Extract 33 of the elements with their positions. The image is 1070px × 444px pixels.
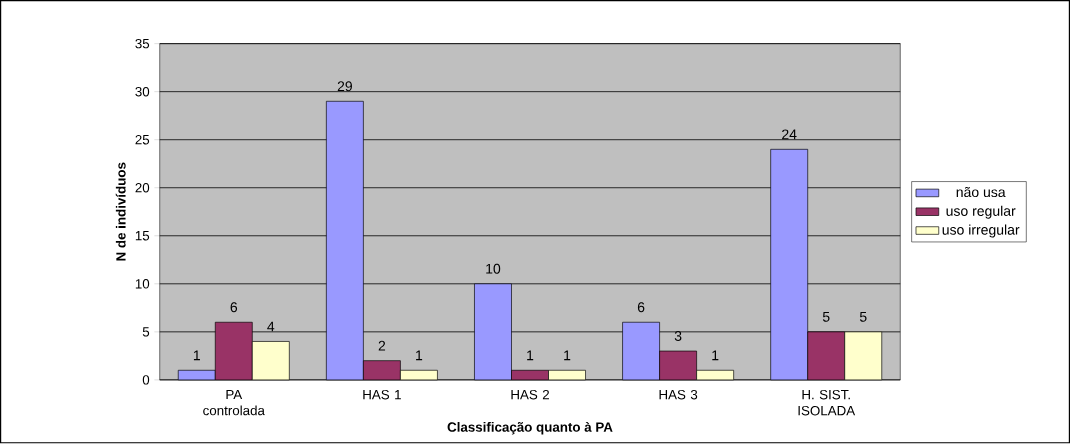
data-label: 3 bbox=[674, 331, 682, 342]
data-label: 1 bbox=[527, 350, 534, 361]
y-tick-label: 20 bbox=[135, 183, 150, 193]
x-tick-label: HAS 1 bbox=[363, 390, 401, 400]
y-tick-label: 15 bbox=[135, 231, 150, 241]
y-tick-label: 10 bbox=[135, 279, 150, 289]
data-label: 1 bbox=[416, 350, 423, 361]
data-label: 10 bbox=[486, 264, 501, 274]
data-label: 2 bbox=[378, 341, 386, 351]
x-axis-title: Classificação quanto à PA bbox=[447, 422, 613, 435]
y-tick-label: 0 bbox=[142, 375, 150, 385]
y-tick-label: 35 bbox=[135, 39, 150, 49]
data-label: 5 bbox=[822, 312, 830, 322]
x-tick-label: PA controlada bbox=[203, 390, 265, 416]
legend-label: uso regular bbox=[946, 205, 1016, 219]
data-label: 6 bbox=[230, 302, 238, 313]
y-tick-label: 5 bbox=[142, 327, 150, 337]
x-tick-label: HAS 2 bbox=[511, 390, 549, 400]
legend-label: não usa bbox=[956, 187, 1006, 198]
x-tick-label: HAS 3 bbox=[659, 390, 698, 400]
data-label: 5 bbox=[859, 312, 867, 322]
data-label: 29 bbox=[337, 81, 352, 92]
data-label: 1 bbox=[193, 350, 200, 361]
data-label: 24 bbox=[782, 129, 797, 140]
y-axis-title: N de indivíduos bbox=[115, 162, 126, 261]
data-label: 1 bbox=[564, 350, 571, 361]
legend-label: uso irregular bbox=[942, 224, 1020, 238]
data-label: 1 bbox=[712, 350, 719, 361]
y-tick-label: 30 bbox=[135, 87, 150, 97]
data-label: 4 bbox=[267, 321, 275, 332]
y-tick-label: 25 bbox=[135, 135, 150, 145]
x-tick-label: H. SIST. ISOLADA bbox=[798, 390, 856, 416]
data-label: 6 bbox=[637, 302, 645, 313]
